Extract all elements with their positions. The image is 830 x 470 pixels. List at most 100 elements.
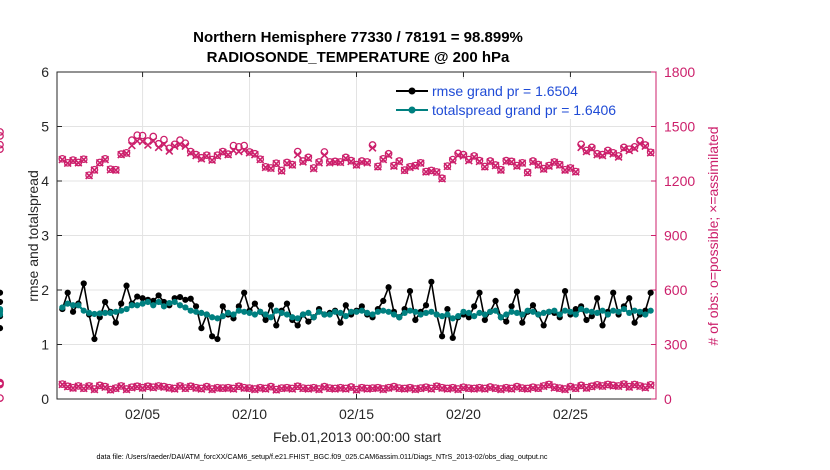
- assimilated-obs-bottom-marker: [122, 385, 131, 394]
- rmse-point: [519, 319, 526, 326]
- totalspread-point: [583, 307, 590, 314]
- possible-obs-marker: [459, 150, 468, 159]
- assimilated-obs-marker: [170, 142, 179, 151]
- assimilated-obs-bottom-marker: [197, 385, 206, 393]
- possible-obs-bottom-marker: [341, 384, 350, 393]
- totalspread-point: [433, 311, 440, 318]
- totalspread-point: [417, 311, 424, 318]
- rmse-point: [118, 300, 125, 307]
- rmse-point: [155, 292, 162, 299]
- totalspread-point: [91, 310, 98, 318]
- left-y-tick-label: 2: [41, 282, 49, 298]
- assimilated-obs-marker: [518, 159, 527, 168]
- rmse-point: [112, 319, 119, 326]
- assimilated-obs-marker: [464, 156, 473, 165]
- series-layer: [0, 129, 655, 402]
- totalspread-point: [620, 305, 628, 313]
- left-y-tick-label: 6: [41, 64, 49, 80]
- assimilated-obs-bottom-marker: [598, 382, 607, 391]
- possible-obs-marker: [304, 153, 313, 162]
- left-y-tick-label: 5: [41, 119, 49, 135]
- assimilated-obs-bottom-marker: [454, 385, 463, 394]
- totalspread-point: [342, 313, 349, 320]
- assimilated-obs-marker: [320, 151, 329, 160]
- totalspread-point: [380, 307, 387, 314]
- totalspread-point: [497, 314, 505, 321]
- possible-obs-bottom-marker: [368, 384, 377, 392]
- possible-obs-marker: [497, 165, 505, 174]
- possible-obs-marker: [240, 141, 249, 150]
- rmse-point: [294, 322, 301, 329]
- possible-obs-marker: [160, 135, 168, 144]
- assimilated-obs-bottom-marker: [315, 385, 324, 394]
- assimilated-obs-marker: [566, 164, 575, 173]
- possible-obs-marker: [646, 148, 655, 157]
- rmse-point: [599, 322, 606, 329]
- grid-layer: [57, 72, 656, 399]
- rmse-point: [305, 318, 312, 325]
- possible-obs-marker: [390, 161, 398, 170]
- assimilated-obs-marker: [256, 155, 265, 164]
- assimilated-obs-marker: [63, 159, 72, 168]
- totalspread-point: [64, 300, 71, 307]
- possible-obs-marker: [277, 166, 286, 175]
- totalspread-point: [492, 307, 499, 314]
- assimilated-obs-marker: [635, 139, 644, 148]
- rmse-point: [465, 314, 472, 321]
- totalspread-point: [257, 308, 264, 315]
- legend-box: [390, 79, 653, 119]
- totalspread-point: [267, 314, 275, 321]
- possible-obs-bottom-marker: [400, 384, 409, 393]
- totalspread-point: [187, 307, 194, 314]
- totalspread-point: [481, 311, 488, 318]
- assimilated-obs-bottom-marker: [373, 384, 382, 393]
- assimilated-obs-bottom-marker: [176, 382, 184, 391]
- totalspread-point: [385, 308, 392, 315]
- rmse-point: [583, 316, 590, 324]
- possible-obs-bottom-marker: [218, 384, 227, 392]
- assimilated-obs-marker: [304, 154, 313, 163]
- assimilated-obs-marker: [159, 140, 168, 149]
- rmse-point: [91, 335, 98, 343]
- totalspread-point: [647, 307, 654, 314]
- possible-obs-marker: [202, 151, 211, 160]
- right-y-tick-label: 300: [664, 337, 688, 353]
- possible-obs-marker: [325, 158, 334, 166]
- assimilated-obs-marker: [571, 167, 580, 176]
- rmse-point: [139, 295, 146, 302]
- rmse-point: [342, 302, 349, 309]
- totalspread-point: [214, 315, 221, 322]
- assimilated-obs-marker: [438, 174, 447, 183]
- x-tick-label: 02/15: [339, 406, 374, 422]
- assimilated-obs-bottom-marker: [74, 382, 83, 391]
- assimilated-obs-marker: [202, 151, 211, 160]
- assimilated-obs-marker: [534, 161, 543, 169]
- left-y-tick-label: 1: [41, 337, 49, 353]
- possible-obs-marker: [58, 154, 67, 163]
- rmse-point: [438, 333, 446, 340]
- possible-obs-bottom-marker: [331, 384, 339, 393]
- possible-obs-marker: [587, 143, 596, 152]
- assimilated-obs-marker: [299, 157, 307, 166]
- totalspread-point: [396, 314, 403, 321]
- possible-obs-marker: [395, 157, 404, 165]
- totalspread-point: [626, 309, 633, 316]
- totalspread-point: [556, 311, 563, 318]
- totalspread-point: [315, 308, 323, 315]
- totalspread-point: [615, 308, 622, 315]
- rmse-point: [0, 289, 4, 296]
- assimilated-obs-marker: [598, 151, 607, 160]
- totalspread-point: [369, 311, 376, 318]
- totalspread-point: [85, 309, 93, 316]
- assimilated-obs-marker: [283, 159, 291, 168]
- assimilated-obs-marker: [240, 146, 249, 155]
- totalspread-point: [604, 311, 611, 318]
- totalspread-point: [332, 308, 339, 315]
- rmse-point: [134, 293, 141, 300]
- possible-obs-marker: [79, 155, 88, 164]
- totalspread-point: [219, 313, 226, 320]
- totalspread-point: [166, 299, 173, 307]
- totalspread-point: [305, 309, 312, 316]
- possible-obs-bottom-marker: [363, 384, 372, 393]
- possible-obs-marker: [341, 153, 350, 162]
